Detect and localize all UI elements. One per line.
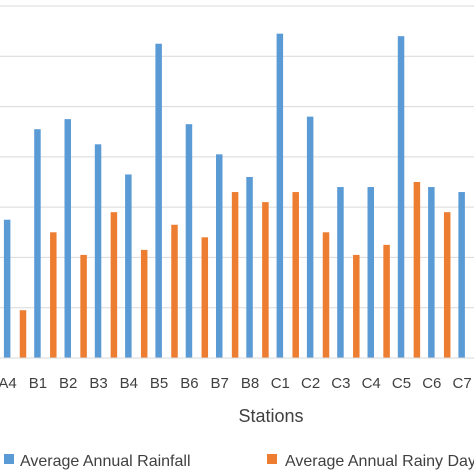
bar-rainy-days-c2 <box>322 232 330 358</box>
bar-rainy-days-b6 <box>201 237 209 358</box>
bar-series <box>3 33 465 359</box>
bar-rainfall-b7 <box>216 154 223 358</box>
x-tick-label: B5 <box>150 375 168 392</box>
legend-swatch <box>4 454 14 464</box>
bar-rainy-days-c4 <box>383 244 390 358</box>
legend-label: Average Annual Rainfall <box>20 453 191 470</box>
bar-rainfall-b4 <box>125 174 132 358</box>
legend-label: Average Annual Rainy Days <box>285 453 474 470</box>
bar-rainy-days-a4 <box>19 310 27 358</box>
x-tick-label: C1 <box>271 375 290 392</box>
bar-rainfall-b3 <box>94 144 102 358</box>
x-tick-label: A4 <box>0 375 17 392</box>
x-tick-label: C7 <box>453 375 472 392</box>
x-tick-label: B6 <box>180 375 198 392</box>
bar-rainfall-c6 <box>428 187 435 358</box>
x-tick-label: C5 <box>392 375 411 392</box>
bar-rainfall-c3 <box>337 187 344 358</box>
bar-rainy-days-b3 <box>110 212 118 358</box>
bar-rainfall-c2 <box>306 116 314 358</box>
bar-rainy-days-b8 <box>262 202 269 358</box>
legend: Average Annual Rainfall Average Annual Ra… <box>4 453 474 470</box>
x-tick-label: C2 <box>301 375 320 392</box>
bar-rainfall-a4 <box>3 219 11 358</box>
bar-rainfall-c4 <box>367 187 374 358</box>
bar-rainy-days-b4 <box>140 249 148 358</box>
x-tick-label: B4 <box>120 375 138 392</box>
bar-rainfall-c5 <box>397 36 405 359</box>
bar-rainfall-b8 <box>246 176 253 358</box>
x-tick-label: B3 <box>89 375 107 392</box>
bar-rainfall-b5 <box>155 43 162 358</box>
bar-rainfall-c1 <box>276 33 284 359</box>
x-tick-labels: A4B1B2B3B4B5B6B7B8C1C2C3C4C5C6C7C8 <box>0 375 472 392</box>
bar-rainy-days-c5 <box>413 182 421 358</box>
x-tick-label: B1 <box>29 375 47 392</box>
x-tick-label: C6 <box>422 375 441 392</box>
bar-rainy-days-b2 <box>80 254 87 358</box>
legend-swatch <box>267 454 277 464</box>
bar-rainy-days-b7 <box>231 192 239 358</box>
bar-rainy-days-c3 <box>353 254 360 358</box>
bar-rainy-days-c1 <box>292 192 299 358</box>
bar-rainy-days-b1 <box>50 232 57 358</box>
bar-rainfall-c7 <box>458 192 465 358</box>
x-tick-label: C4 <box>362 375 381 392</box>
x-axis-title: Stations <box>238 406 303 426</box>
x-tick-label: B2 <box>59 375 77 392</box>
x-tick-label: B8 <box>241 375 259 392</box>
bar-rainfall-b2 <box>64 119 71 359</box>
x-tick-label: B7 <box>211 375 229 392</box>
bar-rainfall-b6 <box>185 124 193 359</box>
bar-rainfall-b1 <box>34 129 41 358</box>
bar-rainy-days-c6 <box>443 212 451 358</box>
x-tick-label: C3 <box>331 375 350 392</box>
bar-rainy-days-b5 <box>171 224 178 358</box>
